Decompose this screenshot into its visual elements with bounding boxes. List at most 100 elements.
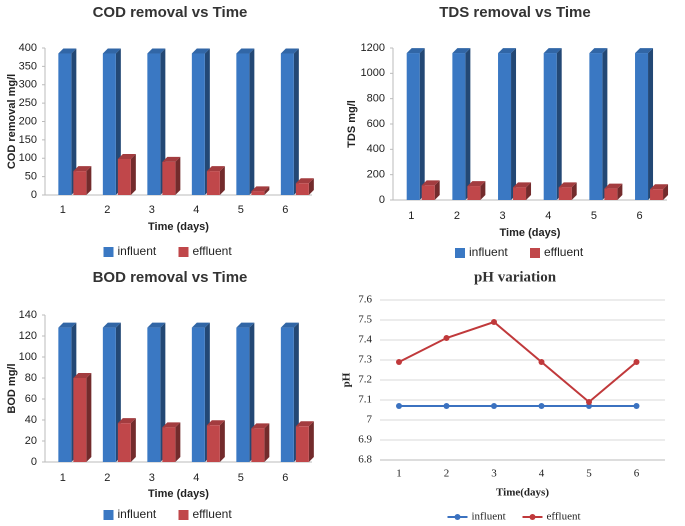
- bar-side: [219, 166, 225, 195]
- point: [491, 403, 497, 409]
- bar-side: [663, 184, 669, 200]
- bar: [117, 423, 131, 462]
- legend-label: influent: [118, 507, 157, 521]
- bar: [251, 191, 265, 195]
- x-axis-title: Time (days): [148, 221, 209, 233]
- y-tick-label: 800: [367, 93, 385, 105]
- bar-top: [421, 180, 440, 186]
- point: [586, 399, 592, 405]
- y-tick-label: 50: [25, 171, 37, 183]
- bar-side: [293, 48, 299, 196]
- bar-chart: COD removal vs Time Time (days) COD remova…: [6, 4, 314, 258]
- bar-side: [648, 48, 654, 200]
- bar-top: [513, 182, 532, 188]
- y-tick-label: 7.3: [358, 354, 372, 366]
- bar-top: [117, 418, 136, 424]
- y-tick-label: 350: [19, 60, 37, 72]
- point: [396, 403, 402, 409]
- legend-marker: [530, 248, 540, 258]
- bar-top: [251, 423, 270, 429]
- y-axis-title: pH: [341, 372, 353, 387]
- bar-side: [175, 156, 181, 195]
- bar-top: [191, 322, 210, 328]
- bar-side: [526, 182, 532, 200]
- y-axis-title: BOD mg/l: [6, 363, 18, 413]
- x-tick-label: 3: [500, 210, 506, 222]
- bar-side: [571, 182, 577, 200]
- bar-top: [147, 48, 166, 54]
- bar-side: [249, 48, 255, 196]
- legend-marker: [178, 247, 189, 257]
- bar-chart: TDS removal vs Time Time (days) TDS mg/l 0 2…: [346, 4, 669, 259]
- bar-top: [206, 166, 225, 172]
- x-tick-label: 3: [149, 472, 155, 484]
- point: [491, 319, 497, 325]
- bar-side: [511, 48, 517, 200]
- bar-top: [236, 48, 255, 54]
- bar-top: [650, 184, 669, 190]
- bar-side: [86, 373, 92, 462]
- bar-side: [160, 48, 166, 196]
- y-tick-label: 6.9: [358, 434, 372, 446]
- bar-side: [308, 178, 314, 195]
- bar-top: [467, 181, 486, 187]
- y-tick-label: 400: [19, 42, 37, 54]
- legend-label: effluent: [544, 245, 584, 259]
- x-tick-label: 2: [454, 210, 460, 222]
- x-tick-label: 4: [193, 204, 199, 216]
- bar-side: [434, 180, 440, 200]
- bar: [191, 327, 205, 462]
- bar-side: [130, 418, 136, 462]
- y-tick-label: 1000: [361, 67, 385, 79]
- bar-side: [264, 186, 270, 195]
- bar-top: [102, 48, 121, 54]
- bar: [206, 425, 220, 462]
- chart-title: TDS removal vs Time: [439, 4, 590, 21]
- bar: [162, 427, 176, 462]
- y-tick-label: 6.8: [358, 454, 372, 466]
- bar: [452, 53, 466, 200]
- y-tick-label: 140: [19, 309, 37, 321]
- y-tick-label: 600: [367, 118, 385, 130]
- y-tick-label: 7.6: [358, 294, 372, 306]
- y-tick-label: 150: [19, 134, 37, 146]
- legend-label: influent: [469, 245, 508, 259]
- bar: [280, 327, 294, 462]
- legend-marker: [103, 510, 114, 520]
- y-tick-label: 40: [25, 414, 37, 426]
- bar-side: [130, 153, 136, 195]
- y-tick-label: 7.1: [358, 394, 372, 406]
- bar-top: [406, 48, 425, 54]
- chart-title: pH variation: [474, 269, 557, 285]
- bar: [295, 426, 309, 462]
- bar-top: [295, 421, 314, 427]
- bar: [650, 189, 664, 200]
- bar: [147, 53, 161, 196]
- x-axis-title: Time (days): [500, 227, 561, 239]
- bar: [58, 53, 72, 196]
- legend-marker: [455, 248, 465, 258]
- x-tick-label: 3: [491, 468, 497, 480]
- bar-side: [602, 48, 608, 200]
- legend-marker: [529, 514, 536, 520]
- bar-top: [589, 48, 608, 54]
- bar: [295, 183, 309, 195]
- y-tick-label: 120: [19, 330, 37, 342]
- x-tick-label: 4: [193, 472, 199, 484]
- bar-top: [280, 322, 299, 328]
- point: [396, 359, 402, 365]
- bar-top: [162, 422, 181, 428]
- bar: [73, 378, 87, 462]
- x-tick-label: 6: [282, 204, 288, 216]
- point: [443, 403, 450, 409]
- bar: [251, 428, 265, 462]
- bar: [162, 161, 176, 195]
- bar-top: [58, 322, 77, 328]
- bar-top: [73, 166, 92, 172]
- y-tick-label: 20: [25, 435, 37, 447]
- bar: [604, 188, 618, 200]
- bar: [635, 53, 649, 200]
- bar-side: [617, 183, 623, 200]
- point: [538, 403, 545, 409]
